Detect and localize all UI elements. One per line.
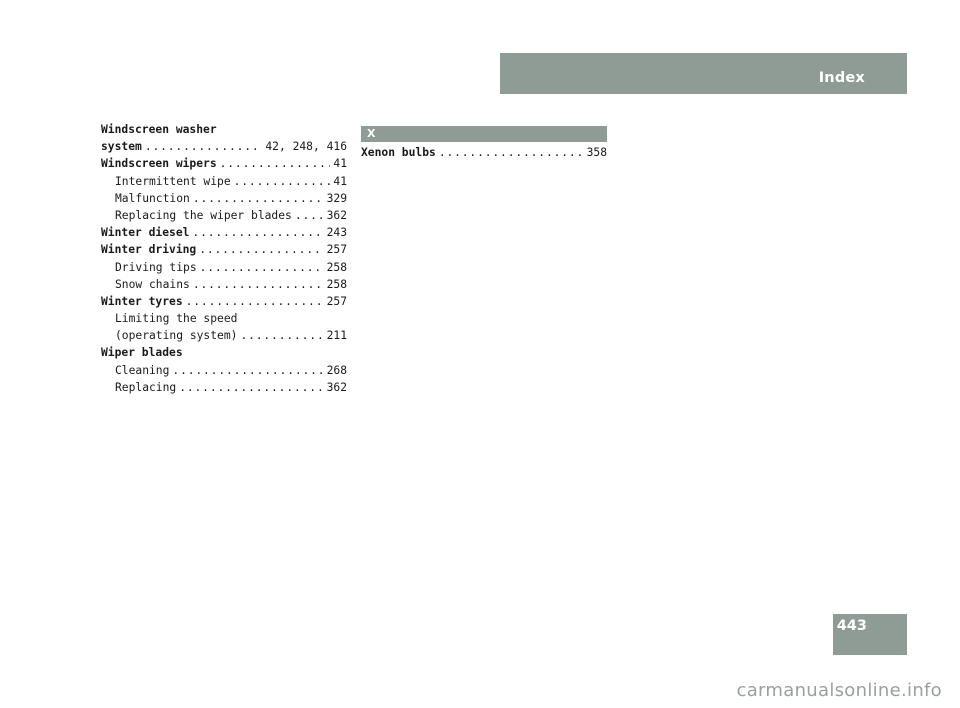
entry-pages: 362	[326, 208, 347, 222]
index-entry-windscreen-wipers: Windscreen wipers ......................…	[101, 155, 347, 172]
entry-pages: 258	[326, 260, 347, 274]
index-subentry-driving-tips: Driving tips ...........................…	[101, 259, 347, 276]
index-entry-winter-tyres: Winter tyres ...........................…	[101, 293, 347, 310]
dot-leader: ........................................…	[240, 329, 324, 343]
entry-pages: 329	[326, 191, 347, 205]
entry-term: Cleaning	[115, 363, 170, 377]
dot-leader: ........................................…	[219, 157, 331, 171]
entry-pages: 268	[326, 363, 347, 377]
index-subentry-cleaning: Cleaning ...............................…	[101, 362, 347, 379]
watermark: carmanualsonline.info	[736, 680, 942, 701]
index-title: Index	[818, 70, 865, 86]
index-subentry-replacing: Replacing ..............................…	[101, 379, 347, 396]
index-subentry-snow-chains: Snow chains ............................…	[101, 276, 347, 293]
index-entry-winter-driving: Winter driving .........................…	[101, 241, 347, 258]
index-subentry-malfunction: Malfunction ............................…	[101, 190, 347, 207]
section-header-x: X	[361, 126, 607, 142]
entry-term: Winter tyres	[101, 294, 183, 308]
entry-term: Winter driving	[101, 243, 197, 257]
page-number-band: 443	[833, 614, 907, 655]
dot-leader: ........................................…	[199, 260, 324, 274]
dot-leader: ........................................…	[172, 363, 323, 377]
index-column-left: Windscreen washer system ...............…	[101, 121, 347, 396]
entry-pages: 243	[326, 226, 347, 240]
entry-pages: 42, 248, 416	[265, 140, 347, 154]
dot-leader: ........................................…	[233, 174, 331, 188]
entry-term: Windscreen wipers	[101, 157, 217, 171]
dot-leader: ........................................…	[199, 243, 323, 257]
dot-leader: ........................................…	[185, 294, 324, 308]
index-entry-wiper-blades: Wiper blades	[101, 346, 183, 360]
entry-term: Snow chains	[115, 277, 190, 291]
index-column-right: X Xenon bulbs ..........................…	[361, 126, 607, 161]
header-band: Index	[500, 53, 907, 94]
index-entry-xenon-bulbs: Xenon bulbs ............................…	[361, 144, 607, 161]
dot-leader: ........................................…	[192, 191, 324, 205]
entry-pages: 41	[333, 157, 347, 171]
index-entry-windscreen-washer-system: system .................................…	[101, 138, 347, 155]
page-number: 443	[836, 618, 867, 634]
dot-leader: ........................................…	[438, 146, 584, 159]
index-subentry-intermittent-wipe: Intermittent wipe ......................…	[101, 173, 347, 190]
entry-pages: 41	[333, 174, 347, 188]
entry-term: Replacing	[115, 380, 177, 394]
entry-term: Malfunction	[115, 191, 190, 205]
entry-term: system	[101, 140, 142, 154]
entry-pages: 211	[326, 329, 347, 343]
entry-pages: 257	[326, 294, 347, 308]
dot-leader: ........................................…	[294, 208, 324, 222]
entry-term: Xenon bulbs	[361, 146, 436, 159]
entry-term: (operating system)	[115, 329, 238, 343]
entry-pages: 257	[326, 243, 347, 257]
index-subentry-limiting-speed: Limiting the speed	[115, 312, 238, 326]
index-subentry-replacing-wiper-blades: Replacing the wiper blades .............…	[101, 207, 347, 224]
entry-term: Winter diesel	[101, 226, 190, 240]
entry-pages: 358	[586, 146, 607, 159]
entry-pages: 362	[326, 380, 347, 394]
entry-pages: 258	[326, 277, 347, 291]
dot-leader: ........................................…	[144, 140, 263, 154]
entry-term: Replacing the wiper blades	[115, 208, 292, 222]
index-entry-winter-diesel: Winter diesel ..........................…	[101, 224, 347, 241]
dot-leader: ........................................…	[179, 380, 323, 394]
entry-term: Intermittent wipe	[115, 174, 231, 188]
entry-term: Driving tips	[115, 260, 197, 274]
dot-leader: ........................................…	[192, 226, 323, 240]
dot-leader: ........................................…	[192, 277, 324, 291]
index-entry-windscreen-washer: Windscreen washer	[101, 123, 217, 136]
index-subentry-limiting-speed-operating-system: (operating system) .....................…	[101, 327, 347, 344]
